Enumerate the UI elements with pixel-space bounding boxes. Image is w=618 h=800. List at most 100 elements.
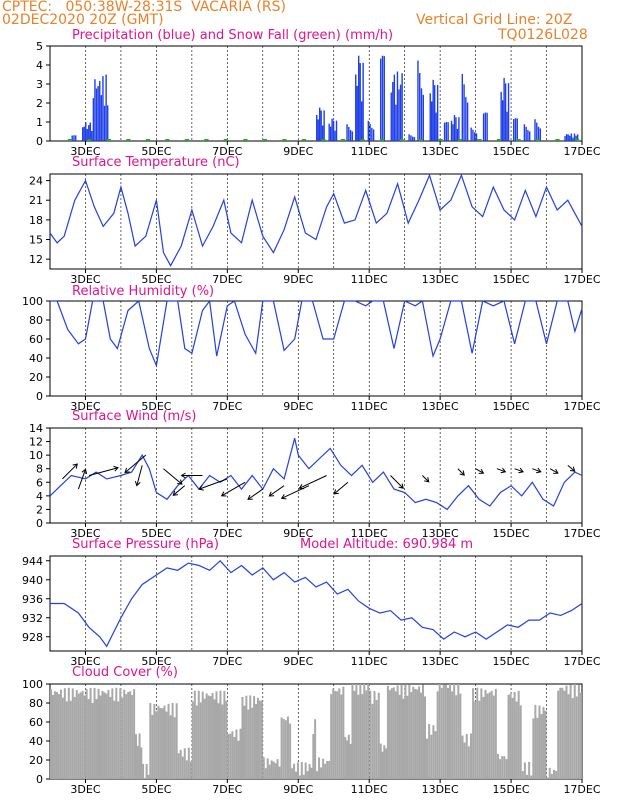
cloud-bar: [446, 687, 449, 779]
cloud-bar: [71, 688, 74, 779]
cloud-bar: [249, 695, 252, 779]
precip-bar: [474, 132, 476, 141]
cloud-bar: [293, 763, 296, 779]
cloud-bar: [469, 733, 472, 779]
precip-bar: [103, 105, 106, 141]
precip-bar: [317, 119, 319, 141]
cloud-bar: [423, 696, 426, 779]
cloud-bar: [324, 763, 327, 779]
cloud-bar: [552, 770, 555, 779]
cloud-bar: [61, 697, 64, 779]
precip-bar: [417, 60, 419, 141]
cloud-bar: [515, 701, 518, 779]
cloud-bar: [561, 687, 564, 779]
cloud-bar: [517, 690, 520, 779]
header-grid-note: Vertical Grid Line: 20Z: [416, 12, 573, 28]
cloud-bar: [349, 743, 352, 779]
cloud-title: Cloud Cover (%): [72, 665, 178, 680]
cloud-bar: [400, 684, 403, 779]
cloud-bar: [320, 767, 323, 779]
precip-bar: [450, 120, 453, 141]
cloud-bar: [434, 731, 437, 779]
cloud-bar: [77, 693, 80, 779]
wind-arrow-head: [536, 467, 542, 474]
precip-bar: [429, 93, 431, 141]
precip-ytick-label: 2: [36, 97, 43, 110]
precip-bar: [320, 110, 322, 141]
cloud-bar: [478, 700, 481, 779]
humidity-xtick-label: 11DEC: [351, 400, 388, 413]
precip-bar: [399, 84, 402, 141]
cloud-bar: [231, 731, 234, 779]
cloud-bar: [197, 690, 200, 779]
cloud-bar: [420, 692, 423, 779]
cloud-bar: [87, 699, 90, 779]
precip-bar: [472, 129, 474, 141]
wind-arrow-shaft: [124, 454, 147, 473]
cloud-bar: [67, 687, 70, 779]
wind-arrow-shaft: [422, 475, 430, 483]
cloud-bar: [177, 753, 180, 779]
wind-arrow-head: [81, 468, 88, 475]
cloud-ytick-label: 0: [36, 773, 43, 786]
cloud-xtick-label: 17DEC: [563, 783, 600, 796]
cloud-bar: [326, 760, 329, 779]
precip-bar: [567, 134, 569, 141]
cloud-bar: [256, 697, 259, 779]
cloud-bar: [540, 714, 543, 779]
cloud-bar: [264, 768, 267, 779]
wind-arrow-head: [198, 485, 204, 491]
precip-bar: [420, 88, 423, 141]
precip-ytick-label: 3: [36, 78, 43, 91]
cloud-bar: [388, 690, 391, 779]
cloud-bar: [63, 688, 66, 779]
pressure-xtick-label: 7DEC: [212, 655, 242, 668]
cloud-ytick-label: 100: [22, 678, 43, 691]
precip-ytick-label: 0: [36, 135, 43, 148]
cloud-bar: [129, 691, 132, 779]
cloud-bar: [65, 701, 68, 779]
precip-bar: [537, 126, 540, 141]
temperature-line: [49, 173, 583, 267]
cloud-bar: [213, 699, 216, 779]
precip-bar: [443, 122, 446, 141]
cloud-xtick-label: 13DEC: [422, 783, 459, 796]
cloud-bar: [187, 747, 190, 779]
cloud-bar: [223, 690, 226, 779]
cloud-bar: [289, 723, 292, 779]
cloud-bar: [308, 764, 311, 779]
precip-bar: [565, 134, 568, 141]
wind-xtick-label: 17DEC: [563, 527, 600, 540]
header-code: TQ0126L028: [498, 27, 588, 43]
wind-arrow-head: [398, 483, 404, 489]
cloud-bar: [344, 736, 347, 779]
precip-bar: [85, 122, 87, 141]
wind-arrow-head: [280, 494, 287, 500]
cloud-bar: [567, 694, 570, 779]
precip-bar: [89, 122, 91, 141]
pressure-xtick-label: 17DEC: [563, 655, 600, 668]
cloud-bar: [165, 711, 168, 779]
cloud-bar: [89, 687, 92, 779]
cloud-bar: [295, 771, 298, 779]
precip-bar: [408, 134, 410, 141]
wind-frame: [49, 427, 583, 524]
cloud-bar: [113, 700, 116, 779]
temperature-title: Surface Temperature (nC): [72, 155, 240, 170]
cloud-ytick-label: 80: [29, 697, 43, 710]
temperature-xtick-label: 5DEC: [141, 273, 171, 286]
precip-bar: [398, 89, 400, 141]
wind-arrow-shaft: [163, 468, 183, 485]
cloud-bar: [149, 703, 152, 779]
cloud-bar: [300, 761, 303, 779]
precip-bar: [351, 131, 354, 141]
cloud-bar: [91, 702, 94, 779]
cloud-bar: [503, 756, 506, 779]
precip-bar: [390, 92, 392, 141]
precip-bar: [564, 135, 566, 141]
precip-bar: [348, 126, 350, 141]
cloud-bar: [59, 689, 62, 779]
cloud-bar: [505, 759, 508, 779]
temperature-xtick-label: 17DEC: [563, 273, 600, 286]
precip-bar: [447, 122, 449, 141]
